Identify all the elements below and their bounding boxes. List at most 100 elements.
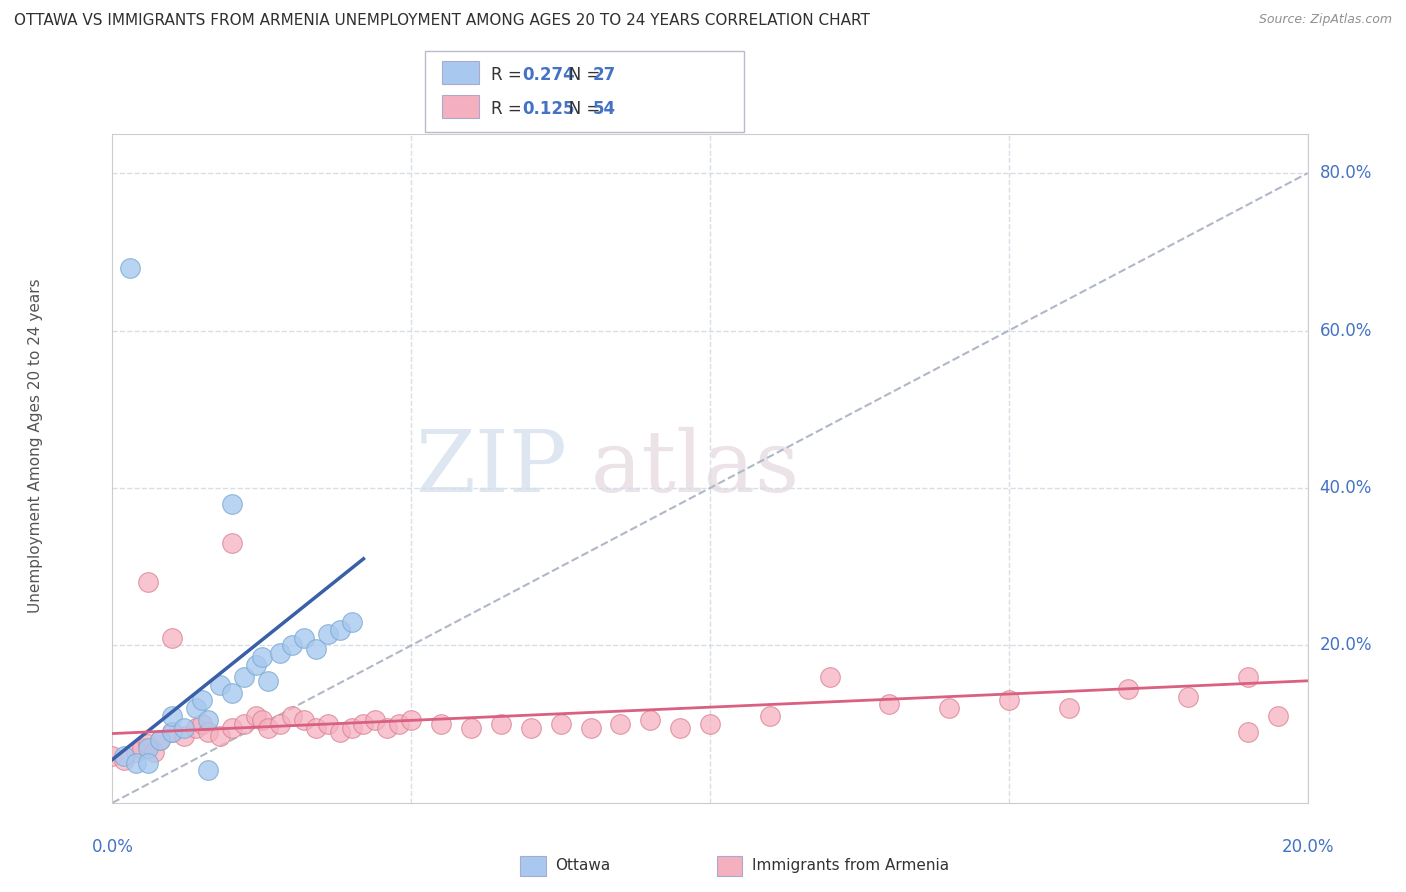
Point: [1177, 690, 1199, 704]
Point: [292, 713, 315, 727]
Point: [191, 693, 214, 707]
Point: [938, 701, 960, 715]
Text: Ottawa: Ottawa: [555, 858, 610, 872]
Point: [250, 650, 273, 665]
Point: [131, 740, 153, 755]
Point: [245, 658, 267, 673]
Point: [669, 721, 692, 735]
Point: [352, 717, 374, 731]
Text: 0.125: 0.125: [522, 100, 575, 118]
Point: [149, 732, 172, 747]
Point: [120, 260, 142, 275]
Text: 40.0%: 40.0%: [1320, 479, 1372, 497]
Point: [269, 646, 291, 660]
Point: [197, 763, 219, 777]
Point: [162, 631, 183, 645]
Point: [818, 670, 841, 684]
Text: 0.0%: 0.0%: [91, 838, 134, 856]
Text: OTTAWA VS IMMIGRANTS FROM ARMENIA UNEMPLOYMENT AMONG AGES 20 TO 24 YEARS CORRELA: OTTAWA VS IMMIGRANTS FROM ARMENIA UNEMPL…: [14, 13, 870, 29]
Text: Source: ZipAtlas.com: Source: ZipAtlas.com: [1258, 13, 1392, 27]
Point: [520, 721, 543, 735]
Text: N =: N =: [553, 100, 606, 118]
Point: [430, 717, 453, 731]
Point: [162, 725, 183, 739]
Point: [1118, 681, 1140, 696]
Point: [221, 536, 243, 550]
Point: [250, 713, 273, 727]
Point: [138, 756, 160, 771]
Text: N =: N =: [553, 66, 606, 84]
Point: [125, 745, 148, 759]
Text: Immigrants from Armenia: Immigrants from Armenia: [752, 858, 949, 872]
Point: [162, 709, 183, 723]
Point: [340, 615, 363, 629]
Point: [1057, 701, 1080, 715]
Point: [197, 713, 219, 727]
Point: [186, 721, 208, 735]
Point: [328, 725, 352, 739]
Point: [186, 701, 208, 715]
Point: [579, 721, 602, 735]
Point: [149, 732, 172, 747]
Point: [114, 752, 135, 766]
Point: [304, 642, 326, 657]
Point: [173, 721, 195, 735]
Point: [281, 709, 304, 723]
Text: ZIP: ZIP: [415, 426, 567, 510]
Text: 60.0%: 60.0%: [1320, 321, 1372, 340]
Point: [173, 729, 195, 743]
Point: [221, 685, 243, 699]
Text: 20.0%: 20.0%: [1281, 838, 1334, 856]
Text: R =: R =: [491, 100, 527, 118]
Point: [101, 748, 124, 763]
Text: Unemployment Among Ages 20 to 24 years: Unemployment Among Ages 20 to 24 years: [28, 278, 42, 614]
Point: [208, 729, 231, 743]
Point: [208, 678, 231, 692]
Point: [304, 721, 326, 735]
Point: [998, 693, 1021, 707]
Point: [269, 717, 291, 731]
Point: [1237, 670, 1260, 684]
Point: [364, 713, 387, 727]
Point: [232, 717, 256, 731]
Point: [550, 717, 572, 731]
Point: [125, 756, 148, 771]
Point: [699, 717, 721, 731]
Point: [257, 673, 280, 688]
Text: 27: 27: [592, 66, 616, 84]
Point: [401, 713, 423, 727]
Text: 20.0%: 20.0%: [1320, 636, 1372, 655]
Point: [316, 626, 339, 640]
Point: [191, 717, 214, 731]
Point: [232, 670, 256, 684]
Point: [759, 709, 782, 723]
Point: [138, 740, 160, 755]
Point: [328, 623, 352, 637]
Text: 80.0%: 80.0%: [1320, 164, 1372, 182]
Point: [489, 717, 512, 731]
Point: [162, 725, 183, 739]
Point: [143, 745, 166, 759]
Text: atlas: atlas: [591, 426, 800, 510]
Point: [257, 721, 280, 735]
Point: [877, 698, 901, 712]
Text: 54: 54: [592, 100, 616, 118]
Point: [316, 717, 339, 731]
Text: 0.274: 0.274: [522, 66, 575, 84]
Point: [388, 717, 411, 731]
Point: [197, 725, 219, 739]
Point: [138, 575, 160, 590]
Text: R =: R =: [491, 66, 527, 84]
Point: [292, 631, 315, 645]
Point: [138, 737, 160, 751]
Point: [1237, 725, 1260, 739]
Point: [281, 639, 304, 653]
Point: [1267, 709, 1289, 723]
Point: [245, 709, 267, 723]
Point: [221, 497, 243, 511]
Point: [377, 721, 399, 735]
Point: [114, 748, 135, 763]
Point: [609, 717, 631, 731]
Point: [460, 721, 482, 735]
Point: [638, 713, 662, 727]
